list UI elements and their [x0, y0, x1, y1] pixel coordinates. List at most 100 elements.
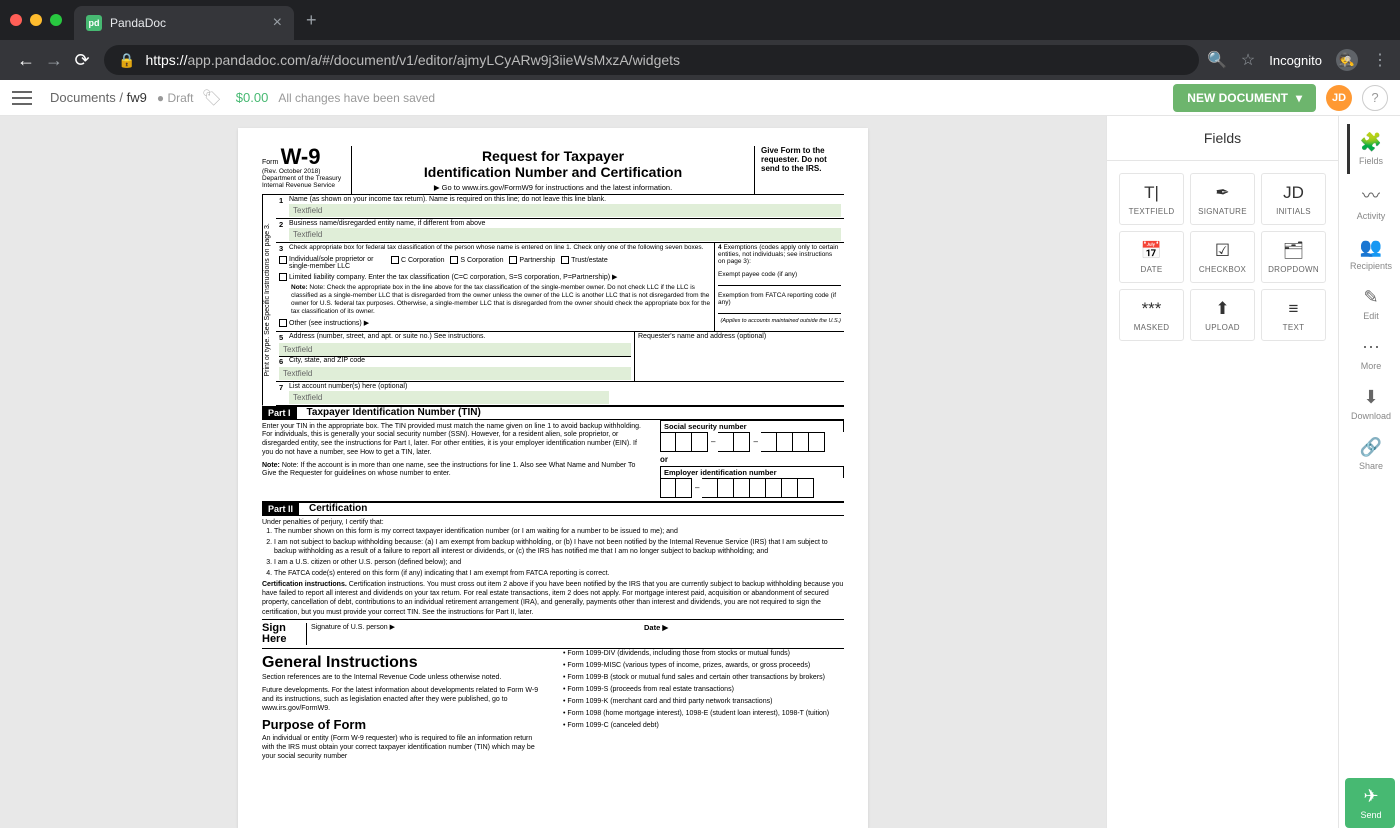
rail-icon: ⬇ — [1363, 387, 1378, 408]
zoom-icon[interactable]: 🔍 — [1207, 50, 1227, 70]
tab-favicon: pd — [86, 15, 102, 31]
checkbox-other[interactable] — [279, 319, 287, 327]
field-tile-upload[interactable]: ⬆UPLOAD — [1190, 289, 1255, 341]
browser-menu-icon[interactable]: ⋮ — [1372, 50, 1388, 70]
rail-edit[interactable]: ✎Edit — [1347, 279, 1392, 329]
nav-reload-icon[interactable]: ⟳ — [68, 50, 96, 71]
save-status: All changes have been saved — [278, 91, 435, 105]
minimize-window[interactable] — [30, 14, 42, 26]
field-tile-checkbox[interactable]: ☑CHECKBOX — [1190, 231, 1255, 283]
field-icon: JD — [1283, 183, 1304, 203]
textfield-business[interactable]: Textfield — [289, 228, 841, 241]
form-irs: Internal Revenue Service — [262, 182, 347, 189]
field-icon: 📅 — [1141, 241, 1162, 261]
ein-boxes[interactable]: – — [660, 478, 844, 498]
bullet-item: • Form 1099-MISC (various types of incom… — [563, 661, 844, 670]
field-icon: 🗂 — [1283, 241, 1305, 261]
field-tile-date[interactable]: 📅DATE — [1119, 231, 1184, 283]
checkbox-partnership[interactable] — [509, 256, 517, 264]
breadcrumb-root[interactable]: Documents — [50, 90, 116, 105]
tab-bar: pd PandaDoc × + — [0, 0, 1400, 40]
document-page: Form W-9 (Rev. October 2018) Department … — [238, 128, 868, 828]
bullet-item: • Form 1099-K (merchant card and third p… — [563, 697, 844, 706]
field-tile-signature[interactable]: ✒SIGNATURE — [1190, 173, 1255, 225]
fields-panel: Fields T|TEXTFIELD✒SIGNATUREJDINITIALS 📅D… — [1106, 116, 1338, 828]
nav-forward-icon[interactable]: → — [40, 50, 68, 71]
field-tile-textfield[interactable]: T|TEXTFIELD — [1119, 173, 1184, 225]
ssn-boxes[interactable]: –– — [660, 432, 844, 452]
bullet-item: • Form 1099-DIV (dividends, including th… — [563, 649, 844, 658]
app-top-bar: Documents / fw9 ● Draft 🏷 $0.00 All chan… — [0, 80, 1400, 116]
field-tile-text[interactable]: ≡TEXT — [1261, 289, 1326, 341]
send-button[interactable]: ✈ Send — [1345, 778, 1395, 828]
breadcrumb: Documents / fw9 — [50, 90, 147, 105]
form-dept: Department of the Treasury — [262, 175, 347, 182]
doc-status: ● Draft — [157, 91, 194, 105]
fields-panel-title: Fields — [1107, 116, 1338, 161]
field-icon: ✒ — [1215, 183, 1229, 203]
main-area: Form W-9 (Rev. October 2018) Department … — [0, 116, 1400, 828]
part1-badge: Part I — [262, 407, 297, 419]
part1-title: Taxpayer Identification Number (TIN) — [307, 407, 481, 418]
checkbox-llc[interactable] — [279, 273, 287, 281]
send-icon: ✈ — [1363, 786, 1378, 807]
rail-fields[interactable]: 🧩Fields — [1347, 124, 1392, 174]
checkbox-ccorp[interactable] — [391, 256, 399, 264]
right-rail: 🧩Fields〰Activity👥Recipients✎Edit⋯More⬇Do… — [1338, 116, 1400, 828]
help-button[interactable]: ? — [1362, 85, 1388, 111]
url-text: app.pandadoc.com/a/#/document/v1/editor/… — [187, 52, 680, 68]
form-revision: (Rev. October 2018) — [262, 168, 347, 175]
field-tile-initials[interactable]: JDINITIALS — [1261, 173, 1326, 225]
rail-icon: 🧩 — [1360, 132, 1382, 153]
bookmark-icon[interactable]: ☆ — [1241, 50, 1255, 70]
field-tile-dropdown[interactable]: 🗂DROPDOWN — [1261, 231, 1326, 283]
rail-share[interactable]: 🔗Share — [1347, 429, 1392, 479]
rail-download[interactable]: ⬇Download — [1347, 379, 1392, 429]
breadcrumb-doc: fw9 — [127, 90, 147, 105]
rail-icon: 👥 — [1360, 237, 1382, 258]
checkbox-individual[interactable] — [279, 256, 287, 264]
lock-icon: 🔒 — [118, 52, 135, 69]
bullet-item: • Form 1099-B (stock or mutual fund sale… — [563, 673, 844, 682]
doc-price: $0.00 — [236, 90, 269, 105]
user-avatar[interactable]: JD — [1326, 85, 1352, 111]
ein-label: Employer identification number — [660, 466, 844, 478]
sign-here: Sign Here — [262, 623, 306, 645]
form-goto: ▶ Go to www.irs.gov/FormW9 for instructi… — [358, 183, 748, 192]
tag-icon[interactable]: 🏷 — [201, 88, 221, 108]
new-document-button[interactable]: NEW DOCUMENT ▾ — [1173, 84, 1316, 112]
address-bar[interactable]: 🔒 https://app.pandadoc.com/a/#/document/… — [104, 45, 1199, 75]
textfield-city[interactable]: Textfield — [279, 367, 631, 380]
checkbox-scorp[interactable] — [450, 256, 458, 264]
maximize-window[interactable] — [50, 14, 62, 26]
browser-chrome: pd PandaDoc × + ← → ⟳ 🔒 https://app.pand… — [0, 0, 1400, 80]
menu-icon[interactable] — [12, 91, 32, 105]
textfield-address[interactable]: Textfield — [279, 343, 631, 356]
tab-close-icon[interactable]: × — [273, 14, 282, 32]
close-window[interactable] — [10, 14, 22, 26]
form-sidebar-text: Print or type. See Specific Instructions… — [262, 195, 276, 406]
tab-title: PandaDoc — [110, 16, 166, 30]
bullet-item: • Form 1098 (home mortgage interest), 10… — [563, 709, 844, 718]
textfield-name[interactable]: Textfield — [289, 204, 841, 217]
nav-back-icon[interactable]: ← — [12, 50, 40, 71]
field-icon: ≡ — [1289, 299, 1299, 319]
new-tab-button[interactable]: + — [306, 10, 317, 31]
window-controls — [10, 14, 62, 26]
form-word: Form — [262, 159, 278, 166]
rail-activity[interactable]: 〰Activity — [1347, 174, 1392, 229]
field-icon: *** — [1142, 299, 1162, 319]
incognito-icon: 🕵 — [1336, 49, 1358, 71]
rail-icon: ⋯ — [1362, 337, 1380, 358]
rail-recipients[interactable]: 👥Recipients — [1347, 229, 1392, 279]
url-prefix: https:// — [145, 52, 187, 68]
checkbox-trust[interactable] — [561, 256, 569, 264]
document-canvas[interactable]: Form W-9 (Rev. October 2018) Department … — [0, 116, 1106, 828]
field-tile-masked[interactable]: ***MASKED — [1119, 289, 1184, 341]
incognito-label: Incognito — [1269, 53, 1322, 68]
textfield-account[interactable]: Textfield — [289, 391, 609, 404]
form-number: W-9 — [281, 144, 321, 169]
rail-more[interactable]: ⋯More — [1347, 329, 1392, 379]
field-icon: T| — [1144, 183, 1159, 203]
browser-tab[interactable]: pd PandaDoc × — [74, 6, 294, 40]
